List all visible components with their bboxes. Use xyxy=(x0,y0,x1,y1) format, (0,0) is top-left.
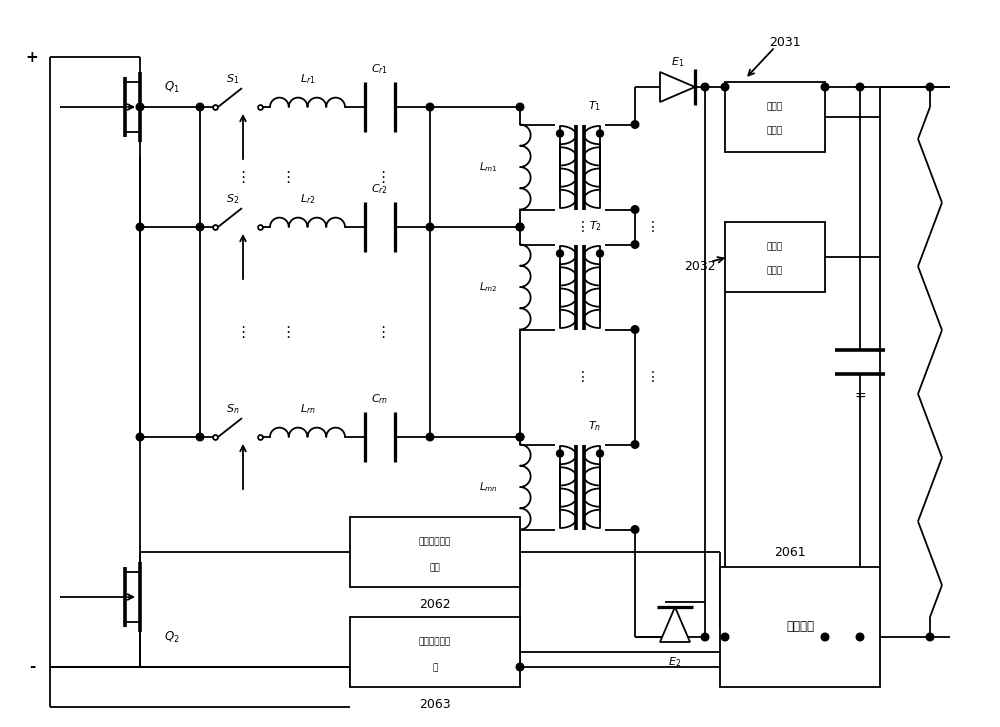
Circle shape xyxy=(926,633,934,640)
Text: 电路: 电路 xyxy=(430,563,440,572)
Circle shape xyxy=(596,130,604,137)
Circle shape xyxy=(136,223,144,230)
Circle shape xyxy=(426,103,434,111)
Text: 2063: 2063 xyxy=(419,699,451,712)
Text: $Q_1$: $Q_1$ xyxy=(164,79,180,95)
Text: 开关管驱动电: 开关管驱动电 xyxy=(419,637,451,646)
Text: $\vdots$: $\vdots$ xyxy=(235,169,245,185)
Text: $L_{mn}$: $L_{mn}$ xyxy=(479,480,497,494)
Text: $L_{m2}$: $L_{m2}$ xyxy=(479,280,497,294)
Circle shape xyxy=(631,326,639,333)
Text: $L_{r1}$: $L_{r1}$ xyxy=(300,72,315,86)
Circle shape xyxy=(516,433,524,441)
Text: $C_{r1}$: $C_{r1}$ xyxy=(371,62,389,76)
Circle shape xyxy=(701,83,709,91)
Circle shape xyxy=(631,121,639,128)
Text: $\vdots$: $\vdots$ xyxy=(375,324,385,340)
Text: $E_2$: $E_2$ xyxy=(668,655,682,669)
Circle shape xyxy=(516,223,524,230)
Circle shape xyxy=(516,663,524,671)
Circle shape xyxy=(426,433,434,441)
Bar xyxy=(725,82,825,152)
Polygon shape xyxy=(660,607,690,642)
Circle shape xyxy=(516,103,524,111)
Circle shape xyxy=(821,83,829,91)
Text: 电子开关驱动: 电子开关驱动 xyxy=(419,537,451,546)
Text: $\vdots$: $\vdots$ xyxy=(280,324,290,340)
Circle shape xyxy=(856,633,864,640)
Circle shape xyxy=(631,206,639,213)
Circle shape xyxy=(856,83,864,91)
Circle shape xyxy=(556,130,564,137)
Bar xyxy=(350,517,520,587)
Text: -: - xyxy=(29,659,35,675)
Text: $S_2$: $S_2$ xyxy=(226,192,240,206)
Text: $C_{rn}$: $C_{rn}$ xyxy=(371,392,389,406)
Circle shape xyxy=(196,103,204,111)
Text: 2062: 2062 xyxy=(419,598,451,611)
Text: $E_1$: $E_1$ xyxy=(671,55,685,69)
Text: 电压采: 电压采 xyxy=(767,242,783,251)
Bar xyxy=(725,222,825,292)
Text: $T_2$: $T_2$ xyxy=(589,220,601,233)
Polygon shape xyxy=(660,72,695,102)
Circle shape xyxy=(596,450,604,457)
Circle shape xyxy=(196,433,204,441)
Text: $T_n$: $T_n$ xyxy=(588,419,602,433)
Text: $S_n$: $S_n$ xyxy=(226,402,240,416)
Circle shape xyxy=(136,103,144,111)
Text: $T_1$: $T_1$ xyxy=(588,100,602,113)
Text: $\vdots$: $\vdots$ xyxy=(235,324,245,340)
Text: 路: 路 xyxy=(432,663,438,672)
Text: 样电路: 样电路 xyxy=(767,126,783,135)
Text: $\vdots$: $\vdots$ xyxy=(645,369,655,385)
Circle shape xyxy=(516,433,524,441)
Text: 2032: 2032 xyxy=(684,260,716,273)
Circle shape xyxy=(196,223,204,230)
Text: $Q_2$: $Q_2$ xyxy=(164,630,180,645)
Text: $L_{m1}$: $L_{m1}$ xyxy=(479,160,497,174)
Bar xyxy=(350,617,520,687)
Circle shape xyxy=(426,223,434,230)
Text: 控制芯片: 控制芯片 xyxy=(786,621,814,633)
Circle shape xyxy=(556,450,564,457)
Text: $\vdots$: $\vdots$ xyxy=(375,169,385,185)
Text: $\vdots$: $\vdots$ xyxy=(575,220,585,235)
Circle shape xyxy=(516,223,524,230)
Circle shape xyxy=(721,83,729,91)
Text: 2061: 2061 xyxy=(774,545,806,558)
Circle shape xyxy=(556,250,564,257)
Text: $\vdots$: $\vdots$ xyxy=(280,169,290,185)
Text: $L_{rn}$: $L_{rn}$ xyxy=(300,402,315,416)
Circle shape xyxy=(596,250,604,257)
Circle shape xyxy=(821,633,829,640)
Text: +: + xyxy=(26,49,38,65)
Circle shape xyxy=(701,633,709,640)
Circle shape xyxy=(926,83,934,91)
Circle shape xyxy=(721,633,729,640)
Text: =: = xyxy=(854,390,866,404)
Text: 电流采: 电流采 xyxy=(767,102,783,111)
Bar xyxy=(720,567,880,687)
Circle shape xyxy=(631,241,639,249)
Text: 样电路: 样电路 xyxy=(767,267,783,276)
Circle shape xyxy=(631,526,639,534)
Text: $\vdots$: $\vdots$ xyxy=(575,369,585,385)
Circle shape xyxy=(631,441,639,449)
Text: $\vdots$: $\vdots$ xyxy=(645,220,655,235)
Text: $S_1$: $S_1$ xyxy=(226,72,240,86)
Text: $L_{r2}$: $L_{r2}$ xyxy=(300,192,315,206)
Text: 2031: 2031 xyxy=(769,36,801,49)
Circle shape xyxy=(136,433,144,441)
Text: $C_{r2}$: $C_{r2}$ xyxy=(371,182,389,196)
